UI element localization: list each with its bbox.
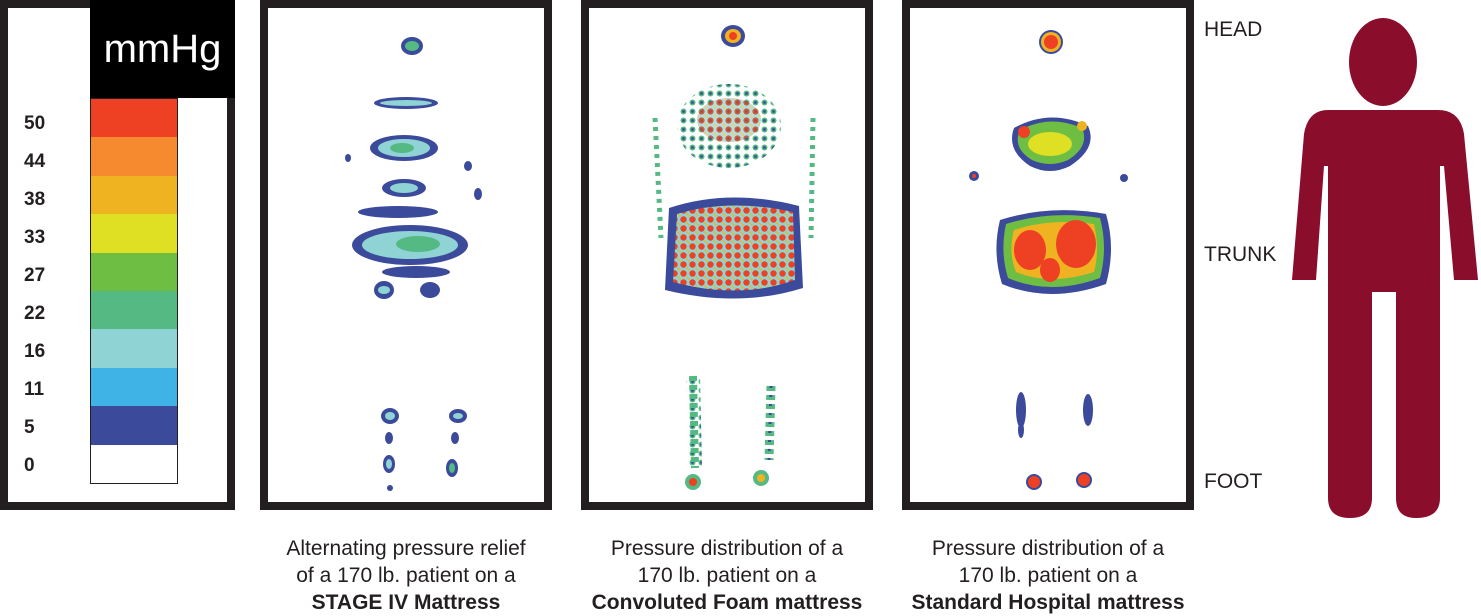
legend-tick-label: 11 <box>24 379 45 400</box>
legend-tick-label: 5 <box>24 417 35 438</box>
legend-swatch <box>91 175 177 215</box>
legend: mmHg 50 44 38 33 27 22 16 11 5 0 <box>0 0 235 510</box>
pressure-map-stage-iv <box>260 0 552 510</box>
caption-mattress-name: Standard Hospital mattress <box>911 591 1185 614</box>
legend-swatch <box>91 367 177 407</box>
pressure-map-standard-hospital <box>902 0 1194 510</box>
caption-line: 170 lb. patient on a <box>958 564 1138 587</box>
legend-tick-label: 44 <box>24 151 46 172</box>
legend-swatch <box>91 406 177 445</box>
legend-tick-label: 0 <box>24 455 35 476</box>
region-label-foot: FOOT <box>1204 470 1263 493</box>
caption-line: Alternating pressure relief <box>286 537 526 560</box>
pressure-map-convoluted-foam <box>581 0 873 510</box>
caption-mattress-name: STAGE IV Mattress <box>311 591 501 614</box>
human-figure-icon <box>1292 18 1478 518</box>
legend-swatch <box>91 444 177 484</box>
legend-tick-label: 22 <box>24 303 46 324</box>
caption-line: of a 170 lb. patient on a <box>296 564 516 587</box>
legend-tick-label: 27 <box>24 265 46 286</box>
pressure-map-image <box>969 30 1128 490</box>
legend-swatch <box>91 214 177 253</box>
caption-line: 170 lb. patient on a <box>637 564 817 587</box>
legend-tick-label: 16 <box>24 341 46 362</box>
caption-standard-hospital: Pressure distribution of a 170 lb. patie… <box>888 535 1208 616</box>
legend-swatches <box>90 98 178 484</box>
legend-unit: mmHg <box>90 0 235 98</box>
legend-swatch <box>91 291 177 330</box>
legend-swatch <box>91 137 177 176</box>
caption-convoluted-foam: Pressure distribution of a 170 lb. patie… <box>567 535 887 616</box>
legend-swatch <box>91 99 177 138</box>
pressure-map-image <box>345 37 482 491</box>
region-label-trunk: TRUNK <box>1204 243 1277 266</box>
legend-tick-label: 38 <box>24 189 46 210</box>
pressure-map-image <box>652 25 816 490</box>
caption-line: Pressure distribution of a <box>931 537 1165 560</box>
legend-swatch <box>91 252 177 292</box>
caption-stage-iv: Alternating pressure relief of a 170 lb.… <box>246 535 566 616</box>
caption-mattress-name: Convoluted Foam mattress <box>591 591 863 614</box>
legend-swatch <box>91 329 177 368</box>
caption-line: Pressure distribution of a <box>610 537 844 560</box>
legend-tick-label: 50 <box>24 113 46 134</box>
region-label-head: HEAD <box>1204 18 1263 41</box>
legend-tick-label: 33 <box>24 227 46 248</box>
